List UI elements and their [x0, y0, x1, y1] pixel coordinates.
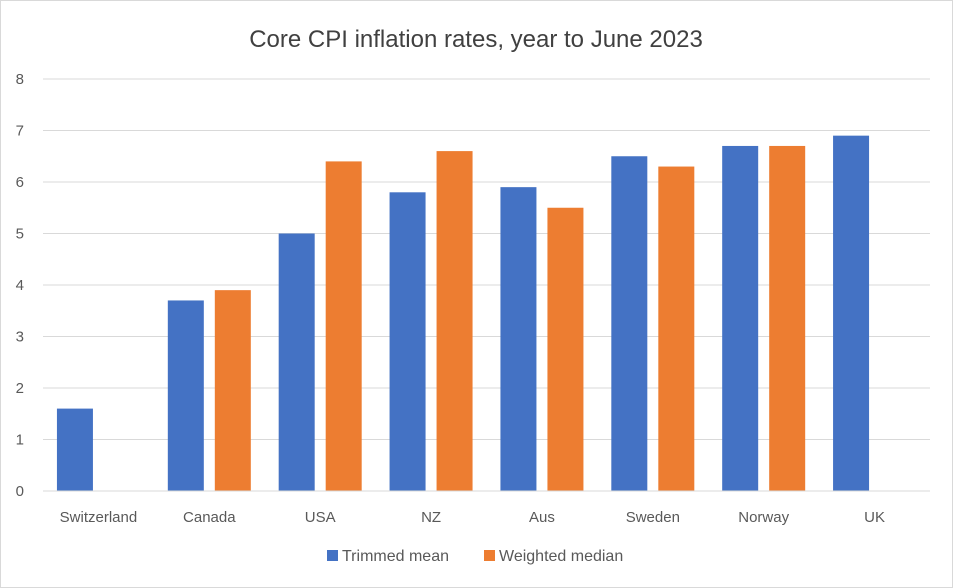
- legend-label: Weighted median: [499, 548, 623, 565]
- chart-title: Core CPI inflation rates, year to June 2…: [249, 26, 703, 53]
- bar-trimmed-mean-norway: [722, 145, 759, 491]
- y-tick-label: 5: [16, 226, 24, 243]
- legend-label: Trimmed mean: [342, 548, 449, 565]
- bars: [56, 135, 870, 492]
- y-tick-label: 8: [16, 71, 24, 88]
- y-tick-label: 2: [16, 380, 24, 397]
- bar-weighted-median-canada: [214, 290, 251, 491]
- y-tick-label: 1: [16, 432, 24, 449]
- bar-weighted-median-nz: [436, 151, 473, 491]
- x-tick-label: NZ: [421, 509, 441, 526]
- bar-weighted-median-sweden: [658, 166, 695, 492]
- y-tick-label: 7: [16, 123, 24, 140]
- legend: Trimmed mean Weighted median: [327, 548, 623, 565]
- bar-weighted-median-usa: [325, 161, 362, 491]
- x-tick-label: Canada: [183, 509, 236, 526]
- legend-swatch: [327, 550, 338, 561]
- y-tick-label: 6: [16, 174, 24, 191]
- y-axis-tick-labels: 0 1 2 3 4 5 6 7 8: [16, 71, 24, 500]
- x-tick-label: Aus: [529, 509, 555, 526]
- bar-trimmed-mean-switzerland: [56, 408, 93, 491]
- bar-trimmed-mean-sweden: [611, 156, 648, 491]
- y-tick-label: 3: [16, 329, 24, 346]
- x-tick-label: USA: [305, 509, 336, 526]
- bar-trimmed-mean-uk: [833, 135, 870, 491]
- y-tick-label: 0: [16, 483, 24, 500]
- x-tick-label: Sweden: [626, 509, 680, 526]
- x-tick-label: Norway: [738, 509, 789, 526]
- bar-weighted-median-aus: [547, 207, 584, 491]
- x-axis-tick-labels: Switzerland Canada USA NZ Aus Sweden Norway UK: [60, 509, 885, 526]
- bar-trimmed-mean-canada: [167, 300, 204, 491]
- bar-trimmed-mean-usa: [278, 233, 315, 491]
- x-tick-label: UK: [864, 509, 885, 526]
- legend-swatch: [484, 550, 495, 561]
- bar-weighted-median-norway: [769, 145, 806, 491]
- y-tick-label: 4: [16, 277, 24, 294]
- bar-trimmed-mean-aus: [500, 187, 537, 491]
- bar-trimmed-mean-nz: [389, 192, 426, 492]
- x-tick-label: Switzerland: [60, 509, 138, 526]
